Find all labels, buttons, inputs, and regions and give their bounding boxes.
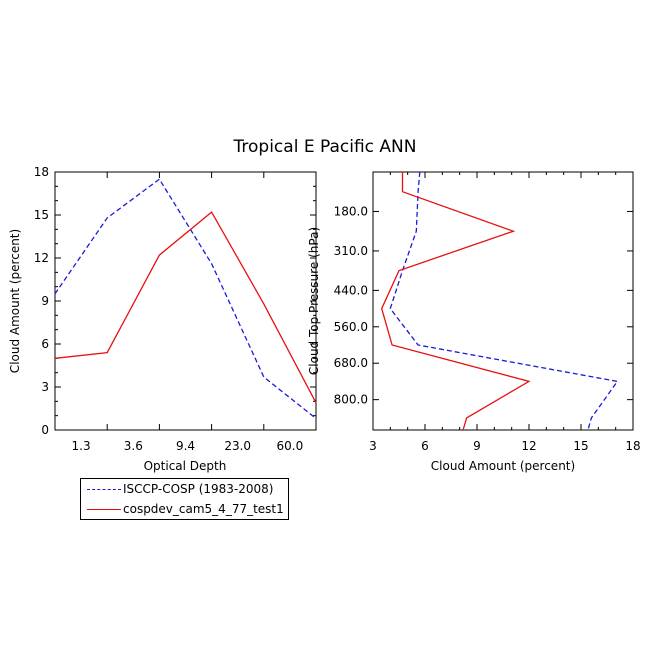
left-y-tick-label: 6 <box>41 337 49 351</box>
right-y-tick-label: 680.0 <box>334 356 368 370</box>
right-y-ticks: 180.0 310.0 440.0 560.0 680.0 800.0 <box>334 204 633 407</box>
right-x-tick-label: 15 <box>573 439 588 453</box>
legend-swatch-isccp <box>87 489 121 490</box>
left-y-tick-label: 15 <box>34 208 49 222</box>
legend: ISCCP-COSP (1983-2008) cospdev_cam5_4_77… <box>80 478 289 520</box>
right-x-tick-label: 6 <box>421 439 429 453</box>
right-series <box>381 171 619 431</box>
legend-item-cam: cospdev_cam5_4_77_test1 <box>81 500 288 520</box>
right-y-tick-label: 180.0 <box>334 204 368 218</box>
left-y-tick-label: 18 <box>34 165 49 179</box>
left-series <box>54 178 317 420</box>
right-series-line-isccp <box>389 171 619 431</box>
left-x-tick-label: 9.4 <box>176 439 195 453</box>
legend-item-isccp: ISCCP-COSP (1983-2008) <box>81 480 288 500</box>
left-x-ticks: 1.3 3.6 9.4 23.0 60.0 <box>72 172 304 453</box>
right-y-tick-label: 560.0 <box>334 320 368 334</box>
left-series-line-cam <box>54 211 317 404</box>
right-x-tick-label: 18 <box>625 439 640 453</box>
right-plot-frame <box>372 171 634 431</box>
left-y-tick-label: 3 <box>41 380 49 394</box>
left-x-axis-label: Optical Depth <box>144 459 227 473</box>
right-y-tick-label: 440.0 <box>334 283 368 297</box>
right-x-ticks: 3 6 9 12 15 18 <box>369 172 641 453</box>
right-series-line-cam <box>381 172 531 431</box>
right-x-tick-label: 12 <box>521 439 536 453</box>
left-series-line-isccp <box>54 178 317 420</box>
left-y-ticks: 0 3 6 9 12 15 18 <box>34 165 316 437</box>
legend-swatch-cam <box>87 509 121 510</box>
left-y-tick-label: 9 <box>41 294 49 308</box>
left-x-tick-label: 23.0 <box>224 439 251 453</box>
left-y-tick-label: 0 <box>41 423 49 437</box>
chart-title: Tropical E Pacific ANN <box>233 137 417 157</box>
right-x-axis-label: Cloud Amount (percent) <box>431 459 575 473</box>
right-x-tick-label: 3 <box>369 439 377 453</box>
right-panel: 180.0 310.0 440.0 560.0 680.0 800.0 3 6 9 12 15 18… <box>307 171 641 473</box>
left-panel: 0 3 6 9 12 15 18 1.3 3.6 9.4 23.0 60.0 Optical Dep… <box>8 165 317 473</box>
left-plot-frame <box>54 171 317 431</box>
left-x-tick-label: 1.3 <box>72 439 91 453</box>
legend-label-isccp: ISCCP-COSP (1983-2008) <box>123 482 274 496</box>
right-y-tick-label: 310.0 <box>334 244 368 258</box>
right-x-tick-label: 9 <box>473 439 481 453</box>
left-y-tick-label: 12 <box>34 251 49 265</box>
left-x-tick-label: 3.6 <box>124 439 143 453</box>
legend-label-cam: cospdev_cam5_4_77_test1 <box>123 502 284 516</box>
left-y-axis-label: Cloud Amount (percent) <box>8 229 22 373</box>
left-x-tick-label: 60.0 <box>277 439 304 453</box>
right-y-tick-label: 800.0 <box>334 393 368 407</box>
right-y-axis-label: Cloud Top Pressure (hPa) <box>307 227 321 375</box>
